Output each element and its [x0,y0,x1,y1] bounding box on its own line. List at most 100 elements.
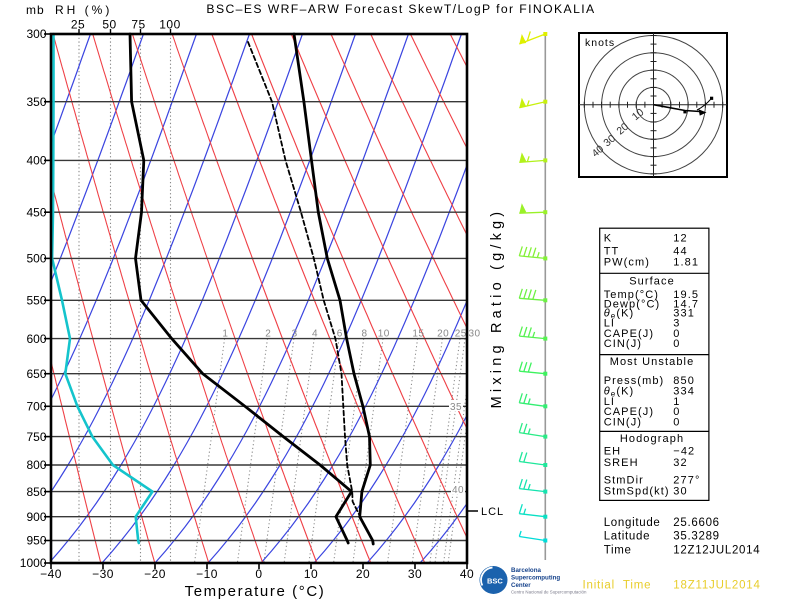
svg-text:1.81: 1.81 [673,256,699,268]
svg-text:Press(mb): Press(mb) [604,375,665,387]
svg-text:TT: TT [604,246,620,258]
svg-text:0: 0 [673,406,680,418]
svg-text:−40: −40 [40,567,62,581]
svg-text:25: 25 [71,18,85,32]
svg-text:θe(K): θe(K) [604,386,635,399]
svg-text:Latitude: Latitude [604,531,651,543]
svg-text:100: 100 [159,18,181,32]
svg-text:75: 75 [131,18,145,32]
svg-text:19.5: 19.5 [673,289,699,301]
svg-text:knots: knots [585,37,615,49]
svg-text:Surface: Surface [629,275,675,287]
svg-text:700: 700 [26,400,46,414]
svg-text:mb: mb [26,3,45,17]
svg-text:CAPE(J): CAPE(J) [604,328,654,340]
svg-text:277°: 277° [673,475,700,487]
svg-text:2: 2 [265,329,271,340]
svg-text:1000: 1000 [20,556,47,570]
svg-text:Temperature (°C): Temperature (°C) [185,583,326,600]
svg-text:PW(cm): PW(cm) [604,256,650,268]
svg-text:0: 0 [255,567,262,581]
svg-text:CAPE(J): CAPE(J) [604,406,654,418]
svg-text:800: 800 [26,458,46,472]
svg-text:950: 950 [26,534,46,548]
svg-text:Dewp(°C): Dewp(°C) [604,298,661,310]
svg-text:Most Unstable: Most Unstable [610,356,695,368]
svg-text:50: 50 [102,18,116,32]
svg-text:3: 3 [292,329,298,340]
svg-text:EH: EH [604,446,621,458]
svg-text:Hodograph: Hodograph [620,433,684,445]
svg-text:350: 350 [26,95,46,109]
svg-text:15: 15 [412,329,424,340]
svg-text:18Z11JUL2014: 18Z11JUL2014 [673,580,760,592]
svg-text:40: 40 [460,567,474,581]
svg-text:K: K [604,233,612,245]
svg-text:35.3289: 35.3289 [673,531,719,543]
svg-text:8: 8 [361,329,367,340]
svg-text:35: 35 [450,402,462,413]
svg-text:BSC–ES WRF–ARW Forecast SkewT/: BSC–ES WRF–ARW Forecast SkewT/LogP for F… [206,2,595,16]
svg-text:6: 6 [337,329,343,340]
svg-text:300: 300 [26,27,46,41]
svg-text:−30: −30 [92,567,114,581]
svg-text:Supercomputing: Supercomputing [511,575,560,582]
svg-text:CIN(J): CIN(J) [604,417,642,429]
svg-text:0: 0 [673,338,680,350]
svg-text:Mixing Ratio (g/kg): Mixing Ratio (g/kg) [489,208,505,409]
svg-text:400: 400 [26,154,46,168]
svg-text:Temp(°C): Temp(°C) [604,289,659,301]
svg-text:32: 32 [673,457,687,469]
svg-text:850: 850 [26,485,46,499]
svg-text:0: 0 [673,328,680,340]
svg-text:10: 10 [304,567,318,581]
svg-text:25.6606: 25.6606 [673,517,719,529]
svg-text:θe(K): θe(K) [604,307,635,320]
svg-text:20: 20 [356,567,370,581]
svg-text:LI: LI [604,396,615,408]
svg-text:−10: −10 [196,567,218,581]
svg-text:Center: Center [511,582,531,589]
svg-text:−42: −42 [673,446,695,458]
svg-text:CIN(J): CIN(J) [604,338,642,350]
svg-text:450: 450 [26,205,46,219]
svg-text:4: 4 [312,329,318,340]
svg-text:750: 750 [26,430,46,444]
svg-text:BSC: BSC [487,577,503,586]
svg-text:Barcelona: Barcelona [511,567,541,574]
svg-text:StmSpd(kt): StmSpd(kt) [604,486,670,498]
svg-text:20: 20 [437,329,449,340]
svg-text:SREH: SREH [604,457,639,469]
svg-text:25: 25 [455,329,467,340]
svg-text:12: 12 [673,233,687,245]
svg-text:1: 1 [673,396,680,408]
svg-text:10: 10 [378,329,390,340]
svg-text:0: 0 [673,417,680,429]
svg-text:LI: LI [604,317,615,329]
svg-text:900: 900 [26,510,46,524]
svg-text:850: 850 [673,375,695,387]
svg-text:14.7: 14.7 [673,298,699,310]
svg-text:550: 550 [26,294,46,308]
svg-text:12Z12JUL2014: 12Z12JUL2014 [673,545,760,557]
svg-text:30: 30 [408,567,422,581]
svg-text:1: 1 [222,329,228,340]
svg-text:Initial Time: Initial Time [583,580,652,592]
svg-text:LCL: LCL [481,506,504,518]
svg-text:RH (%): RH (%) [55,3,112,17]
svg-text:Centro Nacional de Supercomput: Centro Nacional de Supercomputación [511,590,587,595]
svg-text:650: 650 [26,367,46,381]
svg-text:StmDir: StmDir [604,475,644,487]
svg-text:Time: Time [604,545,632,557]
svg-text:30: 30 [468,329,480,340]
svg-text:500: 500 [26,252,46,266]
svg-text:30: 30 [673,486,687,498]
svg-text:44: 44 [673,246,687,258]
svg-text:600: 600 [26,332,46,346]
svg-text:331: 331 [673,307,695,319]
svg-text:Longitude: Longitude [604,517,661,529]
svg-text:3: 3 [673,317,680,329]
svg-text:40: 40 [452,485,464,496]
svg-text:334: 334 [673,386,695,398]
svg-text:−20: −20 [144,567,166,581]
